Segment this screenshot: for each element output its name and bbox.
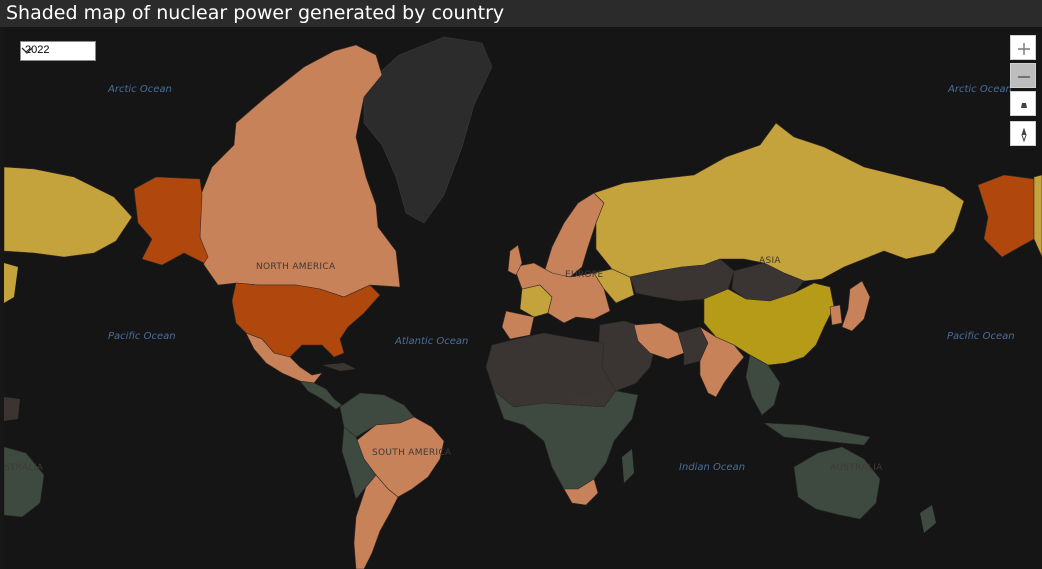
year-dropdown-value: 2022 <box>25 44 50 56</box>
compass-button[interactable] <box>1010 121 1036 146</box>
region-kamchatka-edge[interactable] <box>4 263 18 303</box>
label-arctic-ocean-east: Arctic Ocean <box>947 84 1012 95</box>
country-south-korea[interactable] <box>829 304 843 326</box>
country-kazakhstan[interactable] <box>629 258 735 302</box>
shaded-map[interactable]: Arctic Ocean Arctic Ocean Pacific Ocean … <box>4 27 1042 569</box>
region-alaska-east[interactable] <box>977 174 1035 258</box>
country-argentina[interactable] <box>353 474 399 569</box>
country-new-zealand[interactable] <box>920 505 936 533</box>
region-alaska[interactable] <box>133 176 209 266</box>
zoom-in-button[interactable] <box>1010 35 1036 60</box>
label-africa: AFRICA <box>570 397 605 407</box>
label-europe: EUROPE <box>565 270 604 280</box>
label-pacific-ocean: Pacific Ocean <box>108 331 176 342</box>
region-australia-west-edge[interactable] <box>4 446 45 518</box>
label-indian-ocean: Indian Ocean <box>679 462 745 473</box>
country-iran[interactable] <box>633 322 685 360</box>
minus-icon <box>1018 76 1030 78</box>
label-atlantic-ocean: Atlantic Ocean <box>394 336 468 347</box>
region-southeast-asia[interactable] <box>745 354 781 416</box>
label-australia: AUSTRALIA <box>830 463 883 473</box>
region-central-america[interactable] <box>299 380 343 410</box>
region-russia-west-edge[interactable] <box>4 166 133 258</box>
map-canvas[interactable]: Arctic Ocean Arctic Ocean Pacific Ocean … <box>4 27 1042 569</box>
country-greenland[interactable] <box>363 36 493 224</box>
region-indonesia[interactable] <box>762 422 871 446</box>
label-asia: ASIA <box>759 256 781 266</box>
plus-icon <box>1018 43 1030 55</box>
country-mexico[interactable] <box>245 332 323 384</box>
country-south-africa[interactable] <box>563 478 599 506</box>
region-western-europe[interactable] <box>513 262 611 324</box>
zoom-out-button[interactable] <box>1010 63 1036 88</box>
country-japan[interactable] <box>841 280 871 332</box>
region-antarctic-edge[interactable] <box>4 397 20 421</box>
label-north-america: NORTH AMERICA <box>256 262 336 272</box>
country-india[interactable] <box>699 326 745 398</box>
compass-icon <box>1021 128 1027 142</box>
tilt-button[interactable] <box>1010 91 1036 116</box>
region-iberia[interactable] <box>501 310 535 340</box>
label-australia-west: STRALIA <box>4 463 44 473</box>
chevron-down-icon <box>21 47 33 54</box>
region-caribbean[interactable] <box>322 363 356 371</box>
region-north-africa[interactable] <box>485 332 617 408</box>
country-madagascar[interactable] <box>622 449 634 483</box>
label-arctic-ocean: Arctic Ocean <box>107 84 172 95</box>
country-australia[interactable] <box>793 446 881 520</box>
tilt-icon <box>1021 103 1027 108</box>
year-dropdown[interactable]: 2022 <box>20 41 96 61</box>
country-canada-east[interactable] <box>1033 174 1042 258</box>
label-pacific-ocean-east: Pacific Ocean <box>947 331 1015 342</box>
title-bar: Shaded map of nuclear power generated by… <box>0 0 1042 27</box>
country-uk[interactable] <box>507 244 523 276</box>
visual-title: Shaded map of nuclear power generated by… <box>6 2 505 24</box>
label-south-america: SOUTH AMERICA <box>372 448 452 458</box>
region-sub-saharan-africa[interactable] <box>493 390 639 490</box>
